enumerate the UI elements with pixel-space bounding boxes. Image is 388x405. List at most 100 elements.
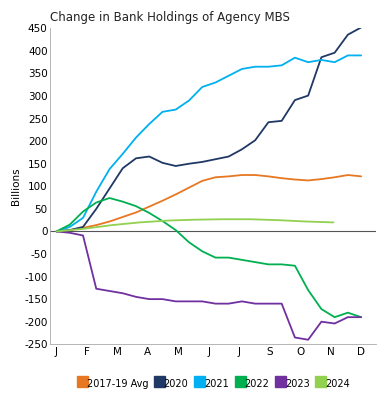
2022	[266, 262, 271, 267]
2017-19 Avg	[306, 178, 310, 183]
2022	[81, 209, 85, 214]
Line: 2020: 2020	[57, 28, 361, 231]
2023	[107, 289, 112, 294]
2020	[240, 147, 244, 152]
2022	[54, 229, 59, 234]
2023	[200, 299, 204, 304]
2021	[359, 53, 364, 58]
2020	[200, 160, 204, 164]
2020	[133, 156, 138, 161]
2020	[68, 228, 72, 232]
2020	[346, 32, 350, 37]
Line: 2024: 2024	[57, 219, 333, 231]
Line: 2022: 2022	[57, 198, 361, 317]
2022	[68, 222, 72, 227]
Y-axis label: Billions: Billions	[11, 168, 21, 205]
2023	[133, 294, 138, 299]
2022	[173, 228, 178, 232]
2023	[359, 315, 364, 320]
2020	[173, 164, 178, 168]
2017-19 Avg	[240, 173, 244, 177]
2024	[220, 217, 225, 222]
2024	[193, 217, 197, 222]
2021	[54, 229, 59, 234]
2023	[319, 319, 324, 324]
Legend: 2017-19 Avg, 2020, 2021, 2022, 2023, 2024: 2017-19 Avg, 2020, 2021, 2022, 2023, 202…	[77, 379, 350, 389]
2021	[133, 135, 138, 140]
2017-19 Avg	[346, 173, 350, 177]
2022	[120, 199, 125, 204]
2024	[82, 226, 87, 231]
2017-19 Avg	[54, 229, 59, 234]
2022	[94, 200, 99, 205]
2020	[147, 154, 152, 159]
2017-19 Avg	[94, 223, 99, 228]
2023	[240, 299, 244, 304]
2020	[332, 50, 337, 55]
2022	[293, 263, 297, 268]
2022	[226, 255, 231, 260]
2021	[253, 64, 258, 69]
2017-19 Avg	[133, 210, 138, 215]
2020	[81, 224, 85, 229]
2017-19 Avg	[279, 176, 284, 181]
2023	[346, 315, 350, 320]
2021	[160, 109, 165, 114]
2023	[279, 301, 284, 306]
2022	[279, 262, 284, 267]
2021	[147, 122, 152, 126]
2024	[331, 220, 336, 225]
Line: 2021: 2021	[57, 55, 361, 231]
2021	[187, 98, 191, 103]
2017-19 Avg	[253, 173, 258, 177]
2022	[346, 310, 350, 315]
2023	[160, 297, 165, 302]
2020	[160, 160, 165, 165]
2017-19 Avg	[147, 204, 152, 209]
2023	[94, 286, 99, 291]
2024	[165, 218, 170, 223]
2021	[94, 189, 99, 194]
2020	[187, 161, 191, 166]
2017-19 Avg	[107, 219, 112, 224]
2017-19 Avg	[319, 177, 324, 181]
2022	[133, 204, 138, 209]
2021	[107, 167, 112, 172]
2017-19 Avg	[266, 174, 271, 179]
2022	[187, 240, 191, 245]
2017-19 Avg	[200, 179, 204, 183]
2024	[109, 223, 114, 228]
2021	[68, 224, 72, 229]
2023	[213, 301, 218, 306]
2017-19 Avg	[187, 185, 191, 190]
2017-19 Avg	[332, 175, 337, 180]
2023	[266, 301, 271, 306]
2020	[226, 154, 231, 159]
2020	[306, 93, 310, 98]
2022	[160, 219, 165, 224]
2022	[306, 288, 310, 292]
2020	[266, 120, 271, 125]
2022	[359, 315, 364, 320]
2022	[319, 307, 324, 311]
2022	[200, 249, 204, 254]
2020	[94, 207, 99, 211]
2021	[266, 64, 271, 69]
2024	[137, 220, 142, 225]
2023	[81, 233, 85, 238]
2023	[54, 229, 59, 234]
2017-19 Avg	[213, 175, 218, 180]
2017-19 Avg	[359, 174, 364, 179]
2023	[226, 301, 231, 306]
2020	[213, 157, 218, 162]
2021	[81, 215, 85, 220]
2022	[332, 315, 337, 320]
2023	[293, 335, 297, 340]
2021	[200, 85, 204, 90]
2020	[120, 166, 125, 171]
2023	[253, 301, 258, 306]
2020	[279, 118, 284, 123]
2021	[226, 73, 231, 78]
2020	[253, 138, 258, 143]
2020	[319, 55, 324, 60]
